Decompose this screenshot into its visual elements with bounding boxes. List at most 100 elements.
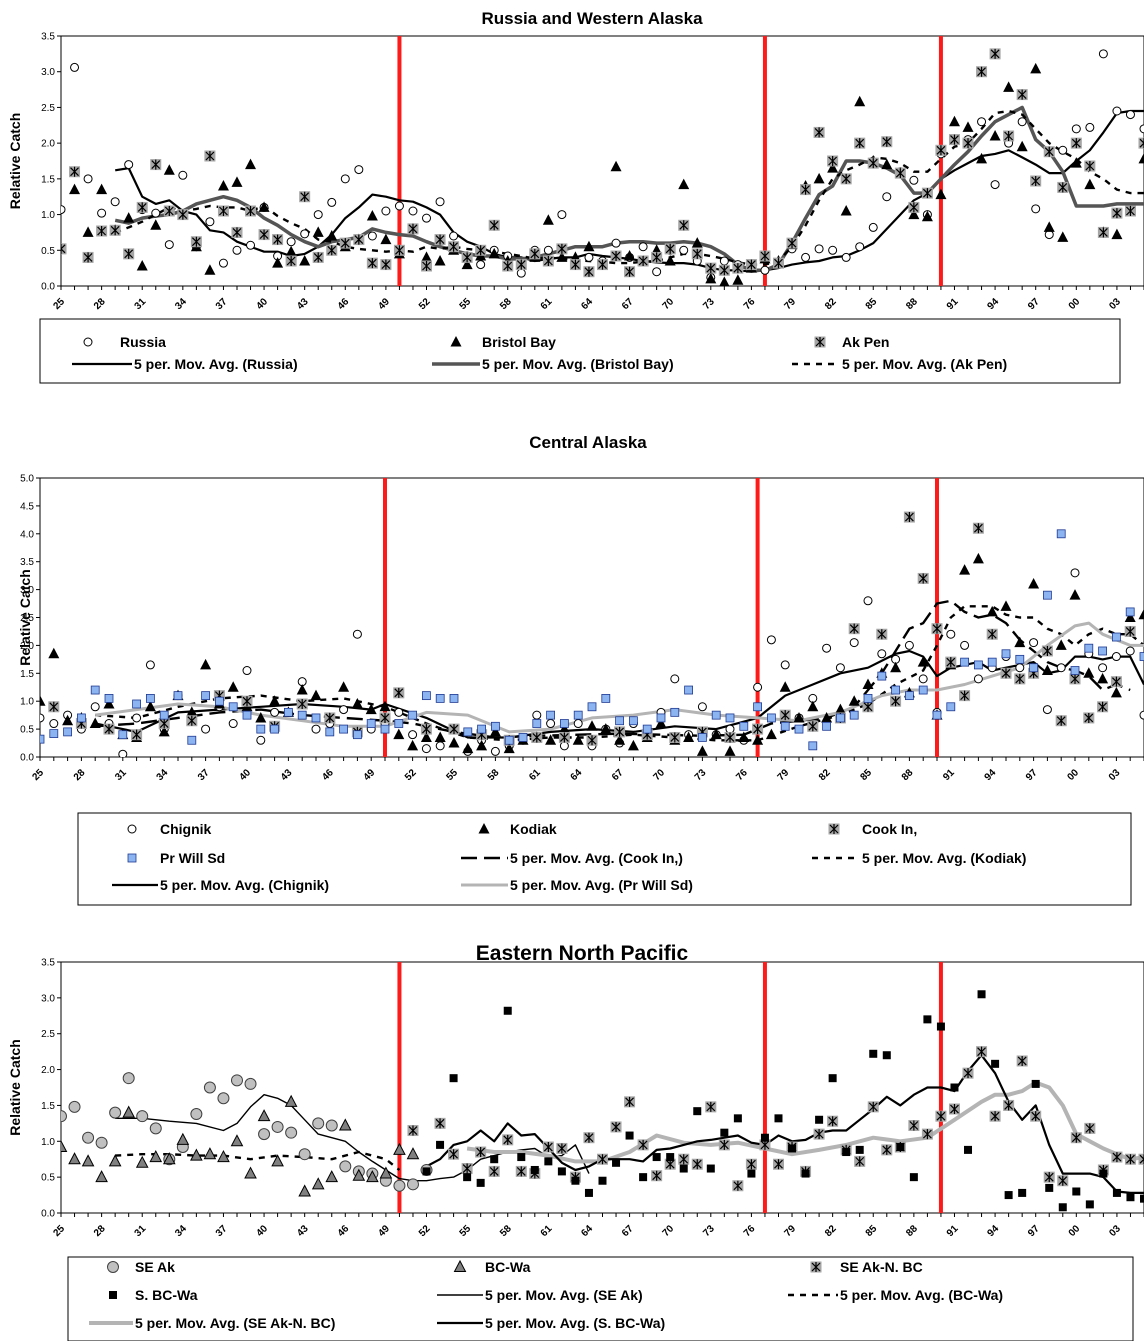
data-point-pr-will-sd bbox=[63, 727, 72, 737]
y-tick-label: 1.0 bbox=[41, 1137, 55, 1148]
data-point-se-ak bbox=[203, 1081, 216, 1094]
legend-label-cook-in: Cook In, bbox=[862, 821, 917, 837]
x-tick-label: 97 bbox=[1026, 296, 1042, 312]
legend-box bbox=[77, 812, 1132, 906]
data-point-bristol-bay bbox=[732, 274, 744, 285]
data-point-pr-will-sd bbox=[670, 707, 680, 717]
data-point-kodiak bbox=[310, 689, 322, 701]
data-point-pr-will-sd bbox=[739, 721, 749, 731]
data-point-bc-wa bbox=[203, 1147, 217, 1160]
data-point-s-bc-wa bbox=[977, 990, 986, 999]
data-point-russia bbox=[611, 238, 621, 248]
data-point-bristol-bay bbox=[1138, 152, 1144, 164]
data-point-s-bc-wa bbox=[436, 1140, 445, 1149]
x-tick-label: 67 bbox=[620, 296, 636, 312]
x-tick-label: 40 bbox=[237, 767, 253, 783]
data-point-se-ak-n-bc-glyph bbox=[909, 1120, 919, 1131]
data-point-chignik bbox=[1029, 638, 1039, 648]
data-point-kodiak bbox=[379, 700, 391, 712]
data-point-russia bbox=[164, 240, 174, 250]
data-point-bc-wa bbox=[135, 1155, 149, 1168]
data-point-bristol-bay bbox=[69, 183, 81, 195]
x-tick-label: 64 bbox=[579, 1223, 595, 1239]
data-point-bc-wa bbox=[393, 1142, 406, 1155]
data-point-pr-will-sd bbox=[504, 735, 514, 745]
data-point-kodiak bbox=[710, 728, 722, 740]
data-point-se-ak-n-bc-glyph bbox=[543, 1142, 553, 1153]
data-point-s-bc-wa bbox=[422, 1167, 431, 1176]
x-tick-label: 61 bbox=[539, 296, 555, 312]
x-tick-label: 52 bbox=[403, 767, 419, 783]
data-point-ak-pen-glyph bbox=[828, 156, 838, 166]
data-point-chignik bbox=[1070, 568, 1080, 578]
x-tick-label: 25 bbox=[51, 1223, 67, 1239]
data-point-bc-wa bbox=[61, 1139, 68, 1153]
data-point-cook-in-glyph bbox=[380, 712, 390, 723]
data-point-ak-pen-glyph bbox=[516, 259, 526, 270]
data-point-ak-pen-glyph bbox=[801, 184, 810, 195]
data-point-kodiak bbox=[890, 661, 902, 673]
data-point-chignik bbox=[408, 730, 418, 740]
x-tick-label: 34 bbox=[173, 296, 189, 312]
data-point-chignik bbox=[132, 713, 142, 723]
data-point-cook-in-glyph bbox=[946, 657, 956, 668]
data-point-ak-pen-glyph bbox=[1031, 176, 1041, 186]
data-point-s-bc-wa bbox=[774, 1114, 783, 1123]
data-point-russia bbox=[394, 201, 404, 211]
data-point-bc-wa bbox=[406, 1147, 420, 1160]
x-tick-label: 91 bbox=[945, 1223, 961, 1239]
data-point-cook-in-glyph bbox=[325, 712, 335, 723]
data-point-kodiak bbox=[338, 681, 350, 692]
data-point-russia bbox=[1125, 110, 1135, 120]
data-point-kodiak bbox=[296, 684, 308, 695]
data-point-bristol-bay bbox=[908, 208, 920, 220]
data-point-pr-will-sd bbox=[256, 724, 266, 734]
data-point-chignik bbox=[780, 660, 790, 670]
y-tick-label: 0.0 bbox=[41, 282, 55, 293]
data-point-kodiak bbox=[1028, 578, 1040, 589]
data-point-ak-pen-glyph bbox=[625, 266, 634, 277]
x-tick-label: 46 bbox=[336, 296, 352, 312]
data-point-ak-pen-glyph bbox=[584, 266, 594, 277]
x-tick-label: 76 bbox=[742, 296, 758, 312]
x-tick-label: 00 bbox=[1065, 767, 1081, 783]
data-point-ak-pen-glyph bbox=[543, 256, 553, 266]
data-point-pr-will-sd bbox=[270, 724, 280, 734]
legend-label-5-per-mov-avg-chignik: 5 per. Mov. Avg. (Chignik) bbox=[160, 877, 329, 893]
data-point-kodiak bbox=[959, 564, 971, 575]
y-tick-label: 1.5 bbox=[41, 1101, 55, 1112]
x-tick-label: 58 bbox=[498, 296, 514, 312]
x-tick-label: 97 bbox=[1026, 1223, 1042, 1239]
data-point-chignik bbox=[145, 660, 155, 670]
x-tick-label: 70 bbox=[661, 296, 677, 312]
data-point-ak-pen-glyph bbox=[814, 127, 824, 138]
data-point-bristol-bay bbox=[380, 233, 392, 245]
x-tick-label: 67 bbox=[620, 1223, 636, 1239]
data-point-bristol-bay bbox=[678, 178, 690, 190]
data-point-pr-will-sd bbox=[297, 710, 307, 720]
data-point-pr-will-sd bbox=[352, 730, 362, 740]
data-point-kodiak bbox=[144, 700, 156, 712]
data-point-kodiak bbox=[40, 695, 46, 706]
data-point-s-bc-wa bbox=[896, 1143, 905, 1152]
data-point-chignik bbox=[339, 705, 349, 715]
data-point-russia bbox=[327, 197, 337, 207]
data-point-ak-pen-glyph bbox=[70, 166, 79, 177]
data-point-se-ak-n-bc-glyph bbox=[1031, 1111, 1041, 1122]
data-point-russia bbox=[435, 197, 445, 207]
data-point-ak-pen-glyph bbox=[530, 248, 540, 259]
data-point-ak-pen-glyph bbox=[327, 245, 337, 256]
y-tick-label: 5.0 bbox=[20, 474, 34, 485]
data-point-pr-will-sd bbox=[1029, 663, 1038, 673]
data-point-se-ak bbox=[82, 1131, 95, 1144]
data-point-se-ak-n-bc-glyph bbox=[855, 1156, 865, 1167]
data-point-se-ak bbox=[271, 1120, 284, 1133]
data-point-russia bbox=[1031, 204, 1041, 214]
data-point-ak-pen-glyph bbox=[164, 206, 174, 216]
data-point-kodiak bbox=[683, 731, 695, 742]
data-point-ak-pen-glyph bbox=[733, 263, 743, 274]
x-tick-label: 28 bbox=[72, 767, 88, 783]
legend-symbol-bc-wa bbox=[453, 1259, 467, 1272]
series-line-5-per-mov-avg-ak-pen bbox=[114, 109, 1144, 266]
data-point-russia bbox=[516, 268, 526, 278]
